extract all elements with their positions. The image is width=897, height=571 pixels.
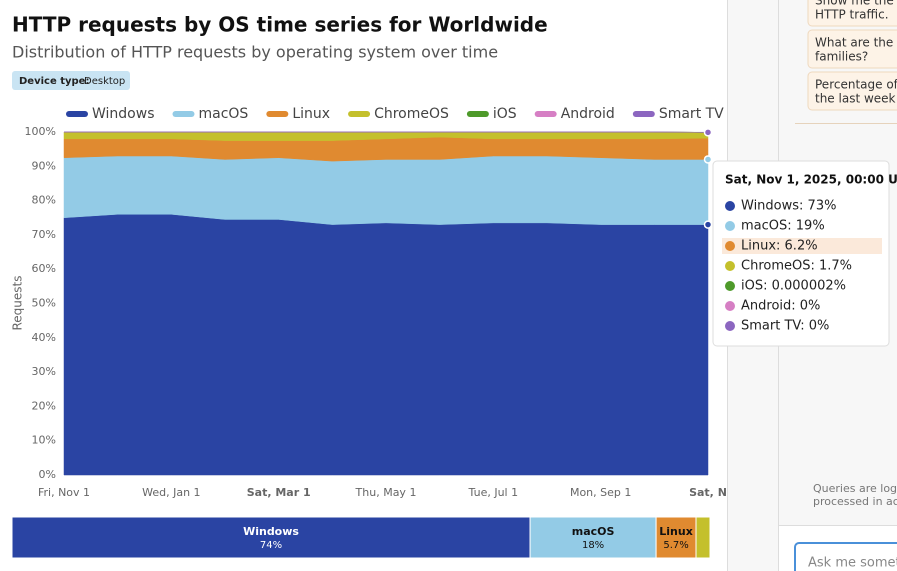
legend-swatch	[348, 111, 371, 117]
tooltip-item: iOS: 0.000002%	[741, 279, 846, 294]
hover-dot	[703, 220, 713, 229]
y-tick-label: 10%	[32, 434, 56, 447]
legend-swatch	[66, 111, 88, 117]
bar-segment	[529, 516, 657, 559]
legend-swatch	[466, 111, 489, 117]
suggestion-text: Show me the t	[815, 0, 897, 8]
tooltip-title: Sat, Nov 1, 2025, 00:00 UTC	[725, 173, 897, 187]
bar-segment	[695, 516, 711, 559]
bar-name: macOS	[572, 525, 615, 538]
legend-swatch	[172, 111, 195, 117]
legend-label: iOS	[493, 106, 517, 122]
y-tick-label: 50%	[32, 297, 56, 310]
area	[63, 155, 709, 225]
y-axis-label: Requests	[11, 276, 25, 331]
bar-value: 74%	[260, 540, 282, 551]
filter-label: Device type:	[19, 76, 89, 87]
legend-swatch	[534, 111, 557, 117]
y-tick-label: 90%	[32, 159, 56, 172]
suggestion-text: HTTP traffic.	[815, 8, 889, 22]
tooltip-item: Smart TV: 0%	[741, 319, 829, 334]
legend-label: ChromeOS	[374, 106, 449, 122]
filter-value: Desktop	[84, 76, 125, 87]
suggestion-text: the last week	[815, 92, 896, 106]
y-tick-label: 100%	[25, 125, 56, 138]
page-subtitle: Distribution of HTTP requests by operati…	[12, 43, 498, 62]
legend-label: Linux	[292, 106, 330, 122]
y-tick-label: 80%	[32, 194, 56, 207]
suggestion-text: families?	[815, 50, 868, 64]
bar-value: 18%	[582, 540, 604, 551]
y-tick-label: 60%	[32, 262, 56, 275]
tooltip-dot	[725, 321, 735, 331]
suggestion-text: What are the t	[815, 36, 897, 50]
x-tick-label: Fri, Nov 1	[38, 486, 90, 499]
tooltip-item: Windows: 73%	[741, 199, 836, 214]
tooltip-dot	[725, 201, 735, 211]
tooltip-dot	[725, 221, 735, 231]
bar-segment	[11, 516, 531, 559]
x-tick-label: Sat, N	[689, 486, 727, 499]
y-tick-label: 20%	[32, 399, 56, 412]
legend-label: Android	[561, 106, 615, 122]
area	[63, 214, 709, 476]
tooltip-dot	[725, 241, 735, 251]
filter-pill[interactable]	[12, 71, 130, 90]
notice-text: Queries are logg	[813, 482, 897, 495]
tooltip-item: macOS: 19%	[741, 219, 825, 234]
tooltip-item: ChromeOS: 1.7%	[741, 259, 852, 274]
notice-text: processed in acco	[813, 495, 897, 508]
chat-input[interactable]	[794, 542, 897, 571]
hover-dot	[703, 155, 713, 164]
tooltip-dot	[725, 301, 735, 311]
y-tick-label: 30%	[32, 365, 56, 378]
suggestion-text: Percentage of	[815, 78, 897, 92]
y-tick-label: 70%	[32, 228, 56, 241]
legend-label: macOS	[199, 106, 249, 122]
legend-swatch	[266, 111, 289, 117]
x-tick-label: Thu, May 1	[355, 486, 417, 499]
tooltip-item: Linux: 6.2%	[741, 239, 818, 254]
x-tick-label: Mon, Sep 1	[570, 486, 631, 499]
hover-dot	[703, 128, 713, 137]
legend-label: Smart TV	[659, 106, 724, 122]
tooltip-dot	[725, 281, 735, 291]
x-tick-label: Sat, Mar 1	[247, 486, 311, 499]
bar-name: Linux	[659, 525, 693, 538]
tooltip-dot	[725, 261, 735, 271]
legend-swatch	[632, 111, 655, 117]
bar-value: 5.7%	[663, 540, 688, 551]
tooltip-highlight	[722, 238, 882, 254]
tooltip-item: Android: 0%	[741, 299, 820, 314]
x-tick-label: Tue, Jul 1	[468, 486, 519, 499]
panel-edge	[795, 123, 897, 124]
y-tick-label: 0%	[39, 468, 56, 481]
bar-name: Windows	[243, 525, 299, 538]
legend-label: Windows	[92, 106, 155, 122]
suggestion-card[interactable]	[807, 0, 897, 27]
x-tick-label: Wed, Jan 1	[142, 486, 200, 499]
suggestion-card[interactable]	[807, 29, 897, 69]
page-title: HTTP requests by OS time series for Worl…	[12, 13, 548, 37]
input-placeholder: Ask me someth	[808, 556, 897, 571]
suggestion-card[interactable]	[807, 71, 897, 111]
y-tick-label: 40%	[32, 331, 56, 344]
